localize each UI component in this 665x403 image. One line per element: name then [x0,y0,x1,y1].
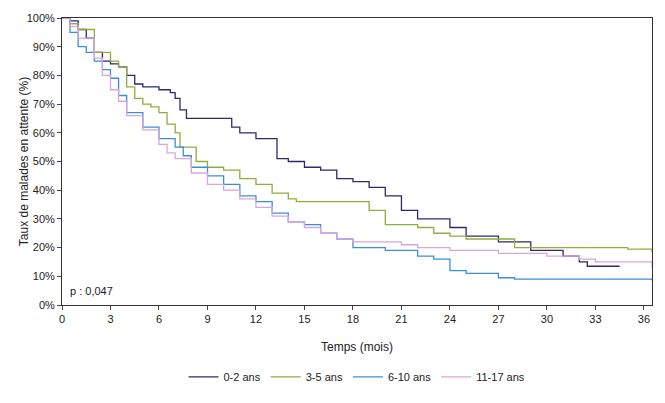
svg-text:0%: 0% [39,299,55,311]
svg-text:p : 0,047: p : 0,047 [70,285,113,297]
svg-text:24: 24 [444,313,456,325]
svg-text:21: 21 [395,313,407,325]
svg-text:30%: 30% [33,213,55,225]
svg-text:60%: 60% [33,127,55,139]
svg-text:80%: 80% [33,69,55,81]
svg-text:20%: 20% [33,241,55,253]
svg-text:90%: 90% [33,41,55,53]
svg-text:10%: 10% [33,270,55,282]
svg-text:Taux de malades en attente (%): Taux de malades en attente (%) [17,77,31,246]
svg-text:3-5 ans: 3-5 ans [306,371,343,383]
svg-text:27: 27 [492,313,504,325]
svg-text:30: 30 [541,313,553,325]
svg-text:12: 12 [250,313,262,325]
svg-text:70%: 70% [33,98,55,110]
svg-text:18: 18 [347,313,359,325]
svg-text:33: 33 [589,313,601,325]
svg-text:0: 0 [59,313,65,325]
svg-text:0-2 ans: 0-2 ans [224,371,261,383]
svg-text:100%: 100% [27,12,55,24]
svg-text:40%: 40% [33,184,55,196]
svg-text:6: 6 [156,313,162,325]
svg-text:Temps (mois): Temps (mois) [321,340,393,354]
svg-text:50%: 50% [33,155,55,167]
svg-text:15: 15 [298,313,310,325]
svg-text:36: 36 [638,313,650,325]
svg-text:11-17 ans: 11-17 ans [476,371,525,383]
svg-text:6-10 ans: 6-10 ans [388,371,431,383]
svg-text:9: 9 [204,313,210,325]
svg-text:3: 3 [107,313,113,325]
